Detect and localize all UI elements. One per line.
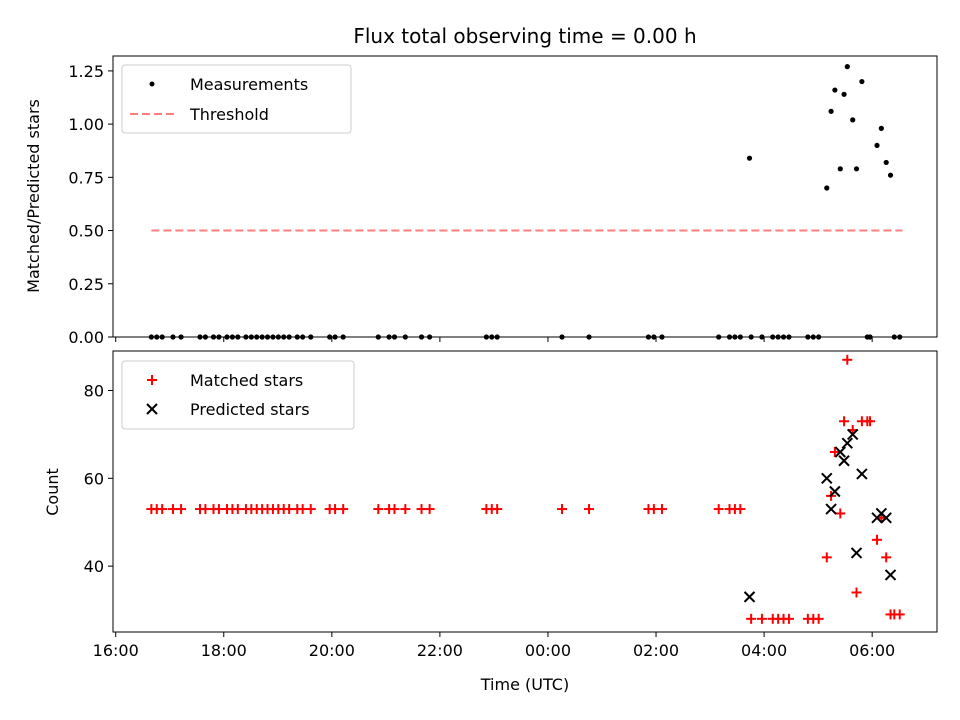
top-legend-frame — [121, 64, 352, 134]
measurements-point — [883, 159, 889, 166]
measurements-point — [853, 166, 860, 172]
bottom-y-ticks: 40 60 80 — [84, 382, 113, 576]
matched-stars-point — [872, 534, 883, 545]
y-tick-label: 0.00 — [68, 328, 104, 347]
bottom-plot: 40 60 80 16:00 18:00 20:00 22:00 00:00 02:00 04:… — [43, 350, 938, 694]
matched-stars-point — [842, 354, 853, 365]
measurements-point — [850, 117, 856, 123]
matched-stars-point — [864, 416, 875, 427]
x-tick-label: 16:00 — [93, 641, 139, 660]
matched-stars-point — [424, 504, 435, 515]
matched-stars-point — [713, 504, 724, 515]
chart-title: Flux total observing time = 0.00 h — [353, 24, 696, 48]
matched-legend-marker — [147, 375, 157, 385]
measurements-point — [746, 155, 753, 161]
matched-stars-point — [783, 613, 794, 624]
legend-label-measurements: Measurements — [190, 75, 308, 94]
x-tick-label: 04:00 — [741, 641, 787, 660]
matched-stars-point — [813, 613, 824, 624]
matched-stars-point — [835, 508, 846, 519]
matched-stars-point — [881, 552, 892, 563]
matched-stars-point — [400, 504, 411, 515]
predicted-stars-point — [821, 472, 833, 485]
measurements-point — [832, 87, 838, 93]
measurements-legend-marker — [149, 81, 155, 87]
y-tick-label: 0.50 — [68, 222, 104, 241]
bottom-plot-marks — [146, 354, 905, 624]
predicted-stars-point — [850, 547, 863, 559]
y-tick-label: 60 — [84, 469, 104, 488]
predicted-stars-point — [884, 569, 897, 581]
top-y-axis-label: Matched/Predicted stars — [24, 99, 43, 293]
y-tick-label: 1.25 — [68, 62, 104, 81]
y-tick-label: 0.25 — [68, 275, 104, 294]
matched-stars-point — [584, 504, 595, 515]
x-tick-label: 22:00 — [417, 641, 463, 660]
matched-stars-point — [656, 504, 667, 515]
top-legend: Measurements Threshold — [121, 64, 352, 134]
matched-stars-point — [157, 504, 168, 515]
y-tick-label: 0.75 — [68, 168, 104, 187]
measurements-point — [837, 166, 843, 172]
matched-stars-point — [338, 504, 349, 515]
legend-label-predicted: Predicted stars — [190, 400, 310, 419]
measurements-point — [874, 142, 880, 149]
matched-stars-point — [389, 504, 400, 515]
matched-stars-point — [373, 504, 384, 515]
legend-label-matched: Matched stars — [190, 371, 303, 390]
x-tick-label: 18:00 — [201, 641, 247, 660]
x-tick-label: 00:00 — [525, 641, 571, 660]
bottom-x-ticks: 16:00 18:00 20:00 22:00 00:00 02:00 04:00 06:00 — [93, 632, 895, 660]
predicted-stars-point — [834, 446, 846, 458]
y-tick-label: 40 — [84, 557, 104, 576]
top-x-ticks — [115, 337, 873, 342]
matched-stars-point — [557, 504, 568, 515]
top-plot-frame — [112, 55, 938, 338]
matched-stars-point — [851, 587, 862, 598]
measurements-point — [878, 125, 884, 131]
matched-stars-point — [735, 504, 746, 515]
top-y-ticks: 0.00 0.25 0.50 0.75 1.00 1.25 — [68, 62, 113, 347]
bottom-plot-frame — [112, 350, 938, 633]
x-tick-label: 02:00 — [633, 641, 679, 660]
bottom-legend-frame — [121, 360, 355, 430]
top-plot: 0.00 0.25 0.50 0.75 1.00 1.25 Matched/Predict… — [24, 55, 938, 347]
predicted-stars-point — [847, 428, 859, 441]
matched-stars-point — [305, 504, 316, 515]
bottom-y-axis-label: Count — [43, 468, 62, 516]
measurements-point — [841, 91, 847, 97]
bottom-legend: Matched stars Predicted stars — [121, 360, 355, 430]
predicted-stars-point — [743, 591, 756, 603]
measurements-point — [859, 78, 865, 85]
y-tick-label: 1.00 — [68, 115, 104, 134]
matched-stars-point — [746, 613, 757, 624]
predicted-stars-point — [841, 437, 854, 449]
measurements-point — [824, 185, 830, 191]
x-tick-label: 20:00 — [309, 641, 355, 660]
matched-stars-point — [176, 504, 187, 515]
predicted-legend-marker — [146, 403, 158, 415]
predicted-stars-point — [880, 512, 892, 524]
matched-stars-point — [894, 609, 905, 620]
x-axis-label: Time (UTC) — [480, 675, 569, 694]
predicted-stars-point — [829, 485, 841, 498]
predicted-stars-point — [856, 468, 868, 480]
matched-stars-point — [492, 504, 503, 515]
predicted-stars-point — [825, 503, 837, 515]
matched-stars-point — [821, 552, 832, 563]
predicted-stars-point — [838, 455, 850, 467]
measurements-point — [828, 108, 834, 114]
matched-stars-point — [829, 446, 840, 457]
x-tick-label: 06:00 — [849, 641, 895, 660]
matched-stars-point — [839, 416, 850, 427]
matched-stars-point — [756, 613, 767, 624]
measurements-point — [887, 172, 894, 178]
legend-label-threshold: Threshold — [189, 105, 269, 124]
measurements-point — [844, 64, 850, 70]
y-tick-label: 80 — [84, 382, 104, 401]
